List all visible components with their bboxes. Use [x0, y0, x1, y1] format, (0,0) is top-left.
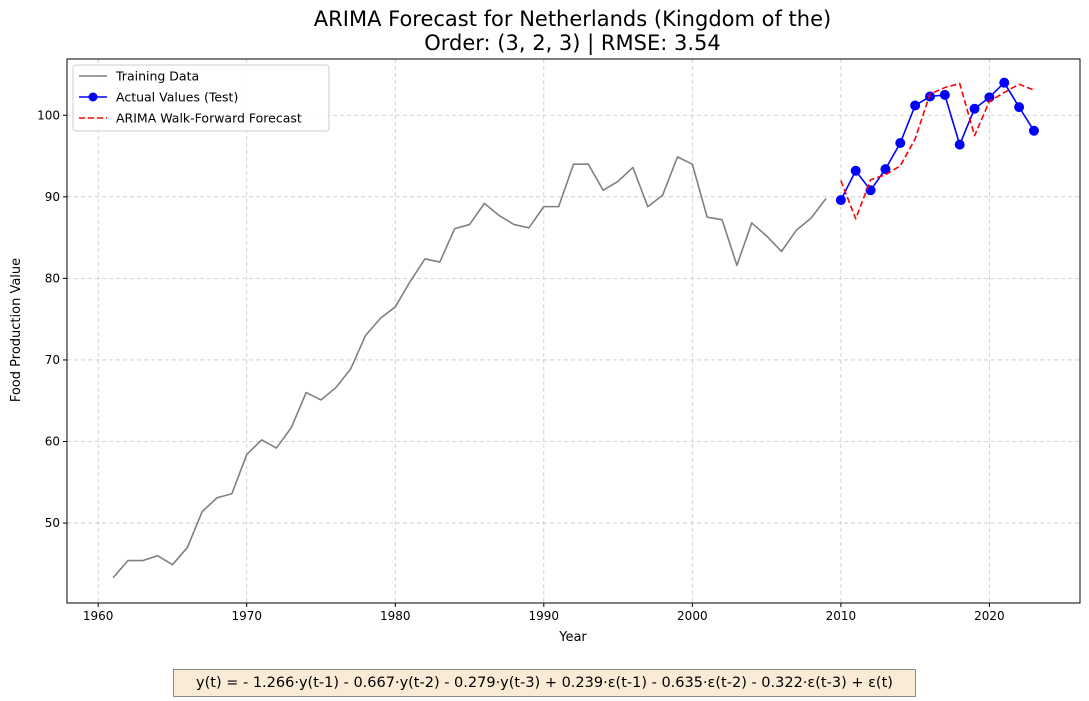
x-tick-label: 1960	[83, 609, 114, 623]
y-tick-label: 90	[45, 190, 60, 204]
x-tick-label: 2010	[826, 609, 857, 623]
grid-layer	[67, 59, 1080, 603]
legend-marker	[88, 92, 98, 102]
x-tick-label: 1990	[529, 609, 560, 623]
legend-label-2: ARIMA Walk-Forward Forecast	[116, 111, 302, 126]
equation-box: y(t) = - 1.266·y(t-1) - 0.667·y(t-2) - 0…	[173, 669, 916, 697]
data-point	[910, 100, 921, 111]
legend-box	[72, 64, 330, 132]
plot-frame	[66, 58, 1081, 604]
legend: Training Data Actual Values (Test) ARIMA W…	[72, 64, 330, 132]
data-point	[895, 138, 906, 149]
x-tick-label: 1980	[380, 609, 411, 623]
data-point	[939, 89, 950, 100]
data-point	[969, 103, 980, 114]
data-point	[835, 195, 846, 206]
series-line-2	[840, 82, 1035, 220]
axes-layer: 1960 1970 1980 1990 2000 2010 2020 50 60 70 80 90 10…	[37, 58, 1081, 623]
y-tick-label: 80	[45, 271, 60, 285]
data-point	[999, 77, 1010, 88]
x-tick-label: 2000	[677, 609, 708, 623]
x-tick-label: 1970	[231, 609, 262, 623]
y-axis-label: Food Production Value	[9, 258, 24, 402]
legend-label-0: Training Data	[115, 69, 199, 84]
data-point	[1014, 102, 1025, 113]
data-point	[850, 165, 861, 176]
chart-canvas: 1960 1970 1980 1990 2000 2010 2020 50 60 70 80 90 10…	[9, 58, 1081, 645]
y-tick-label: 100	[37, 108, 60, 122]
y-tick-label: 70	[45, 353, 60, 367]
y-tick-label: 50	[45, 516, 60, 530]
series-line-1	[840, 81, 1035, 201]
data-point	[880, 164, 891, 175]
data-point	[865, 185, 876, 196]
data-point	[1028, 125, 1039, 136]
series-line-0	[112, 156, 827, 579]
chart-title: ARIMA Forecast for Netherlands (Kingdom …	[313, 7, 832, 31]
data-point	[954, 139, 965, 150]
y-tick-label: 60	[45, 435, 60, 449]
series-layer	[112, 77, 1039, 579]
chart-subtitle: Order: (3, 2, 3) | RMSE: 3.54	[424, 31, 721, 55]
legend-label-1: Actual Values (Test)	[116, 90, 238, 105]
x-tick-label: 2020	[974, 609, 1005, 623]
x-axis-label: Year	[558, 630, 587, 645]
